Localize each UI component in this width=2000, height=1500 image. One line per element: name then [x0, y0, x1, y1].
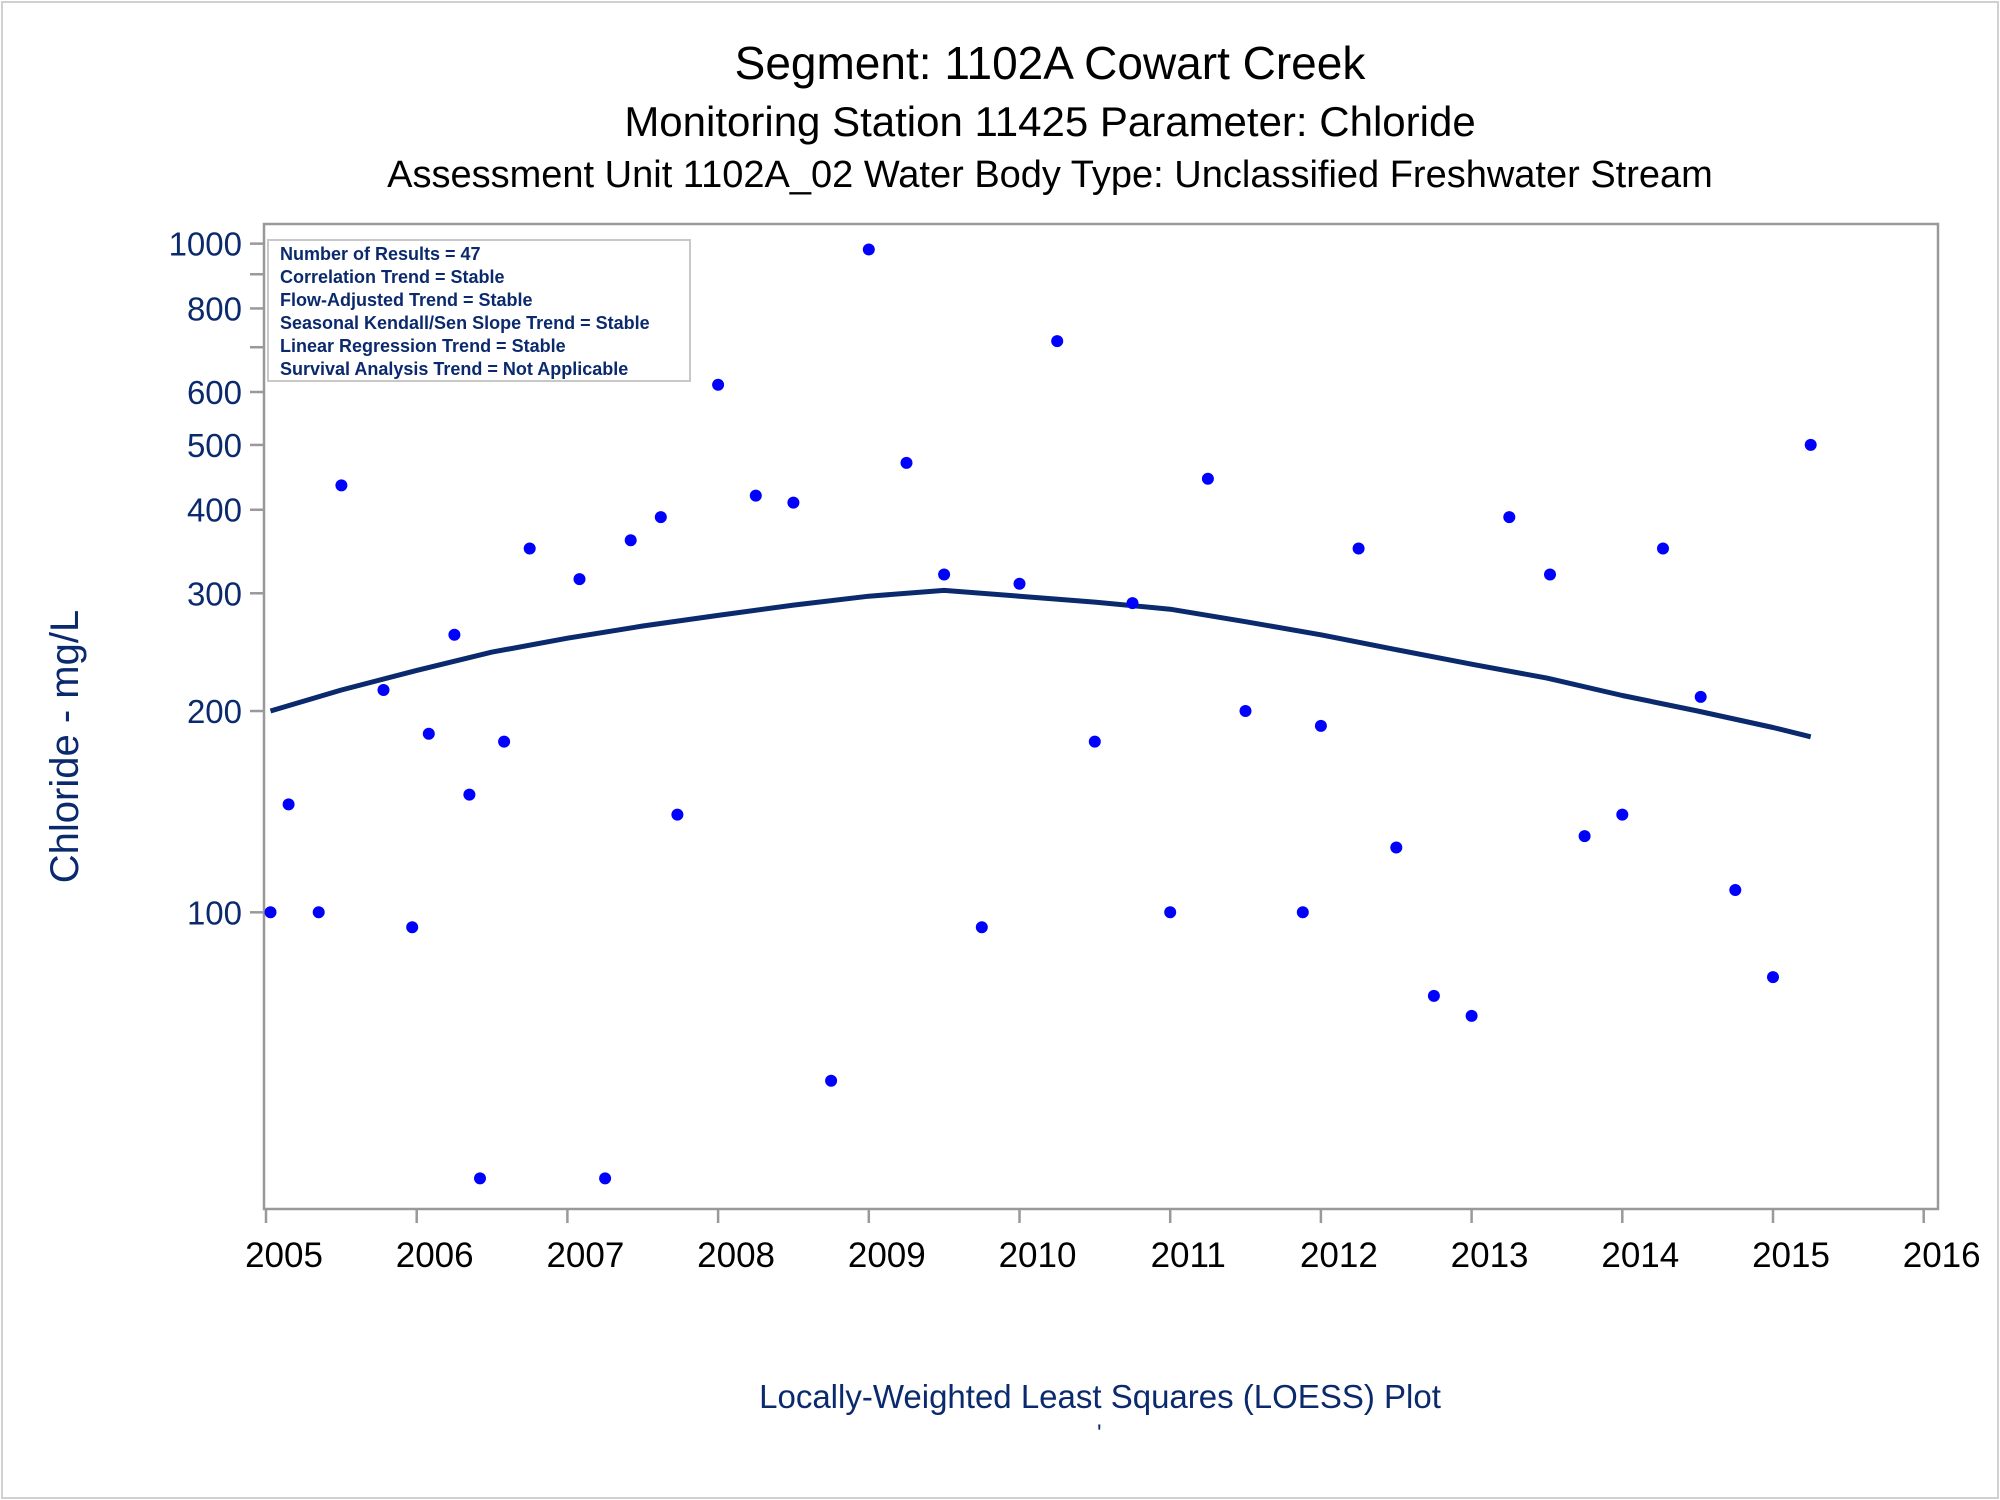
data-point — [624, 534, 637, 547]
data-point — [1657, 542, 1669, 555]
data-point — [671, 808, 684, 821]
data-point — [1088, 735, 1101, 748]
x-tick-label: 2015 — [1752, 1236, 1830, 1275]
loess-line — [269, 587, 1812, 740]
data-point — [825, 1074, 838, 1087]
data-point — [1314, 719, 1327, 732]
data-point — [1694, 690, 1707, 703]
data-point — [599, 1172, 612, 1185]
data-point — [312, 906, 325, 919]
x-tick-label: 2011 — [1151, 1236, 1226, 1275]
data-point — [498, 735, 511, 748]
data-point — [1767, 971, 1779, 984]
data-point — [377, 684, 390, 696]
stats-line: Number of Results = 47 — [280, 244, 481, 264]
data-point — [406, 921, 419, 934]
data-point — [1804, 438, 1817, 451]
x-tick-label: 2008 — [697, 1236, 775, 1275]
data-point — [1296, 906, 1309, 919]
x-tick-label: 2014 — [1601, 1236, 1679, 1275]
y-tick-label: 600 — [187, 374, 242, 411]
stats-line: Seasonal Kendall/Sen Slope Trend = Stabl… — [280, 313, 650, 333]
x-tick-label: 2012 — [1300, 1236, 1378, 1275]
x-tick-label: 2006 — [396, 1236, 474, 1275]
data-point — [335, 479, 348, 492]
stats-line: Flow-Adjusted Trend = Stable — [280, 290, 533, 310]
data-point — [1013, 577, 1026, 590]
plot-frame — [262, 222, 1940, 1211]
data-point — [900, 456, 913, 469]
chart-footer: Locally-Weighted Least Squares (LOESS) P… — [759, 1378, 1441, 1415]
data-point — [1390, 841, 1403, 854]
data-point — [422, 727, 435, 740]
data-point — [463, 788, 476, 801]
data-point — [1352, 542, 1365, 555]
data-point — [474, 1172, 486, 1185]
x-tick-label: 2009 — [848, 1236, 926, 1275]
data-point — [1239, 705, 1252, 717]
stats-line: Correlation Trend = Stable — [280, 267, 505, 287]
data-point — [264, 906, 277, 919]
data-point — [573, 573, 586, 586]
y-tick-label: 300 — [187, 575, 242, 612]
y-axis-label: Chloride - mg/L — [43, 610, 87, 883]
x-tick-label: 2013 — [1451, 1236, 1529, 1275]
data-point — [1427, 989, 1440, 1002]
data-point — [282, 798, 295, 811]
data-point — [862, 243, 875, 256]
x-tick-label: 2016 — [1903, 1236, 1981, 1275]
data-point — [749, 489, 762, 502]
data-point — [523, 542, 536, 555]
data-point — [1465, 1009, 1478, 1022]
y-tick-label: 800 — [187, 290, 242, 327]
data-point — [787, 496, 800, 509]
data-point — [1201, 472, 1214, 485]
y-tick-label: 500 — [187, 427, 242, 464]
chart-subtitle-2: Assessment Unit 1102A_02 Water Body Type… — [387, 154, 1713, 196]
footer-mark: ' — [1097, 1420, 1102, 1447]
x-tick-label: 2010 — [999, 1236, 1077, 1275]
data-point — [712, 378, 725, 391]
data-point — [1729, 884, 1742, 896]
stats-line: Survival Analysis Trend = Not Applicable — [280, 359, 628, 379]
chart-subtitle: Monitoring Station 11425 Parameter: Chlo… — [624, 98, 1476, 145]
data-point — [1616, 808, 1629, 821]
data-point — [975, 921, 988, 934]
y-tick-label: 400 — [187, 492, 242, 529]
data-point — [1578, 830, 1591, 843]
x-tick-label: 2007 — [546, 1236, 624, 1275]
data-point — [1503, 511, 1516, 524]
data-point — [448, 628, 461, 641]
data-point — [1164, 906, 1177, 919]
data-point — [938, 568, 951, 581]
data-point — [1544, 568, 1556, 581]
stats-line: Linear Regression Trend = Stable — [280, 336, 566, 356]
y-tick-label: 200 — [187, 693, 242, 730]
data-point — [1051, 335, 1064, 348]
data-point — [1126, 597, 1139, 610]
data-point — [654, 511, 667, 524]
stats-box — [267, 239, 691, 382]
x-tick-label: 2005 — [245, 1236, 323, 1275]
y-tick-label: 100 — [187, 894, 242, 931]
y-tick-label: 1000 — [169, 226, 242, 263]
chart-title: Segment: 1102A Cowart Creek — [734, 37, 1366, 89]
